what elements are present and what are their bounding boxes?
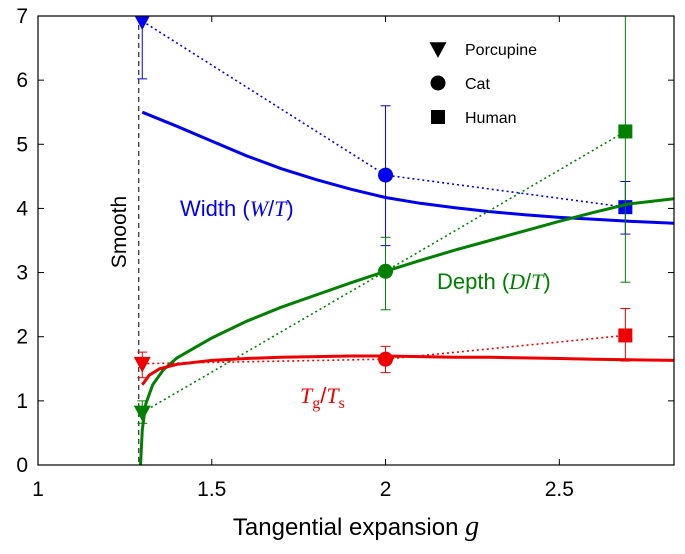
temperature-point-triangle-down	[133, 356, 151, 373]
width-point-triangle-down	[134, 16, 150, 31]
x-tick-label: 1	[32, 478, 44, 501]
temperature-data-line	[142, 334, 626, 365]
y-tick-label: 1	[16, 390, 28, 413]
y-tick-label: 4	[16, 197, 28, 220]
legend-label: Human	[465, 110, 517, 127]
temperature-model-curve	[141, 354, 674, 386]
temperature-point-square	[618, 328, 633, 343]
series-label-width: Width (W/T)	[180, 196, 294, 221]
series-label-temperature: Tg/Ts	[300, 383, 345, 412]
legend-marker-triangle-down	[429, 42, 447, 58]
legend: Porcupine Cat Human	[429, 42, 537, 127]
y-tick-label: 2	[16, 326, 28, 349]
width-point-circle	[378, 167, 394, 183]
y-tick-label: 0	[16, 454, 28, 477]
width-data-line	[141, 20, 626, 208]
y-tick-label: 5	[16, 133, 28, 156]
plot-frame	[37, 15, 675, 466]
x-tick-label: 2	[380, 478, 392, 501]
annotation-smooth: Smooth	[108, 196, 131, 268]
x-axis-title: Tangential expansion g	[233, 511, 479, 542]
depth-model-curve	[139, 197, 674, 465]
legend-label: Porcupine	[465, 42, 537, 59]
y-tick-label: 6	[16, 69, 28, 92]
depth-error-bar	[620, 16, 631, 283]
series-label-depth: Depth (D/T)	[437, 269, 551, 294]
depth-point-circle	[378, 263, 394, 279]
depth-point-square	[618, 124, 633, 139]
legend-label: Cat	[465, 76, 490, 93]
legend-marker-circle	[430, 75, 446, 91]
x-tick-label: 1.5	[197, 478, 226, 501]
temperature-point-circle	[378, 351, 394, 367]
width-model-curve	[141, 110, 674, 225]
y-tick-label: 7	[16, 5, 28, 28]
depth-point-triangle-down	[133, 405, 151, 422]
legend-marker-square	[431, 110, 445, 124]
x-tick-label: 2.5	[545, 478, 574, 501]
y-tick-label: 3	[16, 262, 28, 285]
